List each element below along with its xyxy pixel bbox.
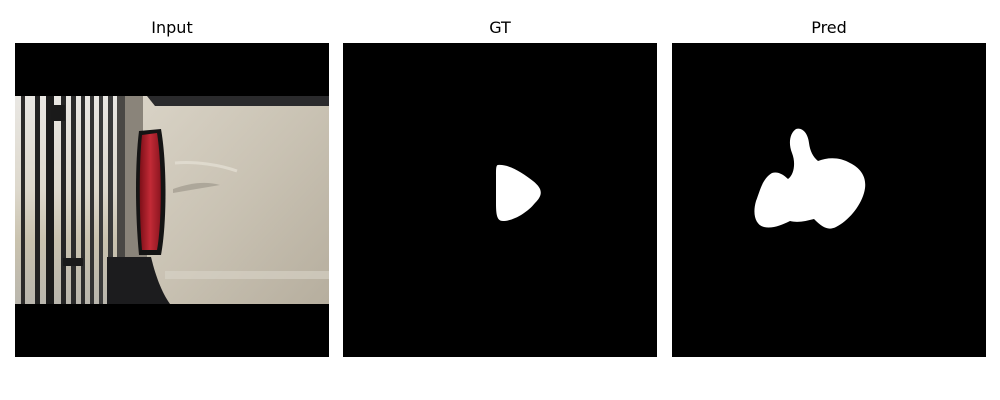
- gt-mask: [343, 43, 657, 357]
- input-photo: [15, 43, 329, 357]
- pred-title: Pred: [811, 18, 847, 37]
- pred-mask-image: [672, 43, 986, 357]
- gt-mask-image: [343, 43, 657, 357]
- gt-title: GT: [489, 18, 511, 37]
- pred-mask-region: [754, 128, 866, 229]
- gt-mask-region: [496, 164, 541, 221]
- input-title: Input: [151, 18, 193, 37]
- pred-mask: [672, 43, 986, 357]
- input-image: [15, 43, 329, 357]
